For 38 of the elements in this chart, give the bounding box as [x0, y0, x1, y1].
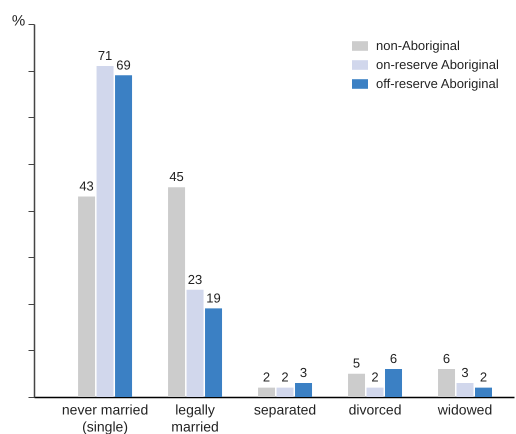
data-label: 6 — [442, 351, 450, 366]
data-label: 71 — [98, 48, 112, 63]
bar — [348, 374, 366, 397]
bar — [385, 369, 402, 397]
data-label: 19 — [206, 290, 221, 306]
legend-label: on-reserve Aboriginal — [376, 57, 499, 72]
bar — [456, 383, 474, 397]
x-tick-label: legally married — [171, 402, 219, 434]
data-label: 6 — [390, 351, 398, 366]
bar — [168, 187, 186, 397]
bar — [115, 75, 132, 397]
data-label: 69 — [116, 57, 131, 72]
data-label: 3 — [461, 365, 469, 380]
legend-label: non-Aboriginal — [376, 38, 460, 53]
bar — [258, 388, 276, 397]
bar — [96, 66, 114, 397]
bar — [186, 290, 204, 397]
bar — [438, 369, 456, 397]
bar — [276, 388, 294, 397]
data-label: 3 — [300, 365, 308, 380]
data-label: 45 — [169, 169, 184, 184]
bar — [295, 383, 312, 397]
bar — [205, 308, 222, 397]
bar — [474, 388, 492, 397]
x-tick-label: separated — [254, 402, 316, 418]
data-label: 2 — [371, 370, 379, 385]
data-label: 2 — [262, 370, 270, 385]
legend-label: off-reserve Aboriginal — [376, 76, 499, 91]
data-label: 23 — [188, 272, 202, 287]
data-label: 43 — [79, 178, 94, 194]
bar — [366, 388, 384, 397]
data-label: 2 — [281, 370, 289, 385]
bar — [78, 196, 96, 397]
x-tick-label: widowed — [436, 402, 492, 418]
y-axis-title: % — [12, 12, 26, 30]
data-label: 2 — [480, 370, 488, 385]
x-tick-label: divorced — [348, 402, 402, 418]
data-label: 5 — [352, 356, 360, 371]
